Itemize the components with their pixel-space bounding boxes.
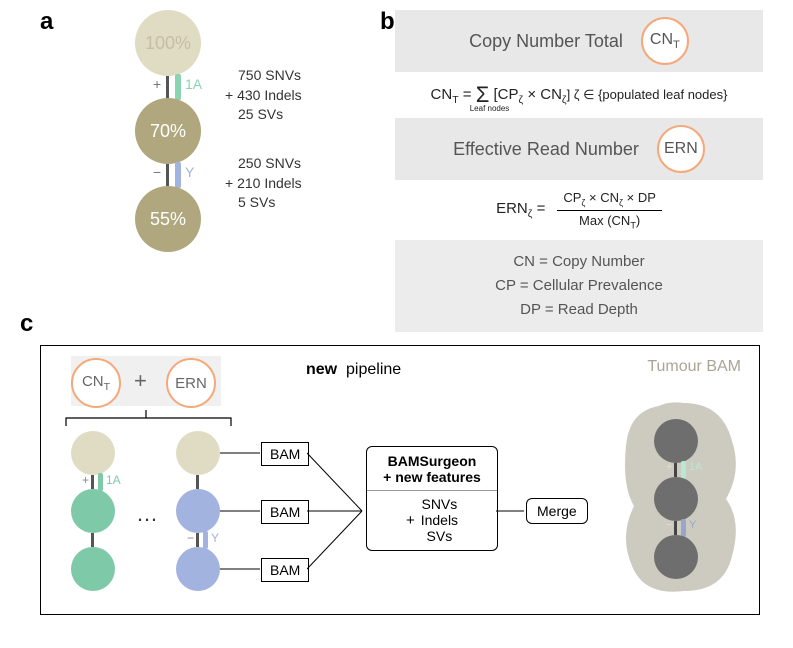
edge1-sign: + <box>153 76 161 92</box>
merge-box: Merge <box>526 498 588 524</box>
ern-header: Effective Read Number ERN <box>395 118 763 180</box>
panel-b: Copy Number Total CNT CNT = Σ Leaf nodes… <box>395 10 763 332</box>
ern-formula: ERNζ = CPζ × CNζ × DP Max (CNT) <box>395 180 763 240</box>
bamsurgeon-box: BAMSurgeon + new features + SNVs Indels … <box>366 446 498 551</box>
plus-1: + <box>134 368 147 394</box>
tumour-bam: + 1A − Y <box>614 391 744 601</box>
edge2-annotation: 250 SNVs + 210 Indels 5 SVs <box>225 154 302 213</box>
edge-2 <box>166 164 169 186</box>
pipeline-label: new pipeline <box>306 361 401 379</box>
bracket-icon <box>61 408 241 428</box>
node-70: 70% <box>135 98 201 164</box>
bam-2: BAM <box>261 500 309 524</box>
cnt-formula: CNT = Σ Leaf nodes [CPζ × CNζ] ζ ∈ {popu… <box>395 72 763 118</box>
node-100: 100% <box>135 10 201 76</box>
ern-circle: ERN <box>657 125 705 173</box>
cnt-circle: CNT <box>641 17 689 65</box>
panel-a: 100% + 1A 750 SNVs + 430 Indels 25 SVs 7… <box>95 10 395 290</box>
edge1-label: 1A <box>185 76 202 92</box>
dots: … <box>136 501 158 527</box>
tick-1a <box>175 74 181 100</box>
bam-lines <box>220 436 265 596</box>
panel-a-label: a <box>40 8 53 36</box>
merge-line <box>496 501 526 521</box>
panel-b-label: b <box>380 8 395 36</box>
edge1-annotation: 750 SNVs + 430 Indels 25 SVs <box>225 66 302 125</box>
ern-circle-c: ERN <box>166 358 216 408</box>
panel-c: CNT + ERN new pipeline Tumour BAM + 1A …… <box>40 345 760 615</box>
tumour-tree: + 1A − Y <box>654 419 698 579</box>
converge-lines <box>307 436 367 596</box>
legend: CN = Copy Number CP = Cellular Prevalenc… <box>395 240 763 332</box>
tick-y <box>175 162 181 188</box>
cnt-header: Copy Number Total CNT <box>395 10 763 72</box>
node-55: 55% <box>135 186 201 252</box>
edge-1 <box>166 76 169 98</box>
panel-c-label: c <box>20 310 33 338</box>
edge2-label: Y <box>185 164 194 180</box>
bam-3: BAM <box>261 558 309 582</box>
edge2-sign: − <box>153 164 161 180</box>
cnt-circle-c: CNT <box>71 358 121 408</box>
tumour-label: Tumour BAM <box>647 358 741 376</box>
bam-1: BAM <box>261 442 309 466</box>
